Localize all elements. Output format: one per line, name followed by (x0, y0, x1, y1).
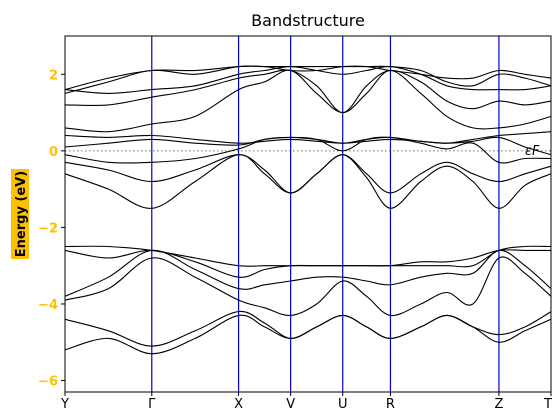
band-line (64, 249, 552, 297)
x-tick-label: U (338, 397, 348, 409)
x-tick-label: Z (494, 397, 503, 409)
y-axis-label-highlight (11, 169, 29, 259)
y-tick-label: −2 (38, 221, 58, 236)
band-line (64, 65, 552, 91)
y-axis-label: Energy (eV) (14, 171, 29, 257)
y-axis-label-group: Energy (eV) (11, 169, 29, 259)
band-lines (64, 65, 552, 355)
x-tick-label: V (286, 397, 295, 409)
fermi-label: εF (525, 144, 540, 159)
x-tick-label: X (234, 397, 243, 409)
x-tick-label: T (543, 397, 552, 409)
band-line (64, 310, 552, 347)
chart-title: Bandstructure (251, 11, 365, 30)
band-line (64, 131, 552, 144)
y-tick-label: −6 (38, 375, 58, 390)
y-tick-label: −4 (38, 298, 58, 313)
y-tick-label: 2 (49, 68, 58, 83)
plot-area-frame (64, 35, 552, 393)
band-line (64, 314, 552, 355)
kpoint-lines (151, 36, 500, 392)
band-line (64, 69, 552, 114)
fermi-level: εF (65, 144, 551, 159)
band-line (64, 245, 552, 268)
x-tick-label: R (386, 397, 395, 409)
x-tick-label: Γ (148, 397, 156, 409)
band-line (64, 65, 552, 94)
y-axis-ticks: 2 0 −2 −4 −6 (38, 68, 65, 390)
y-tick-label: 0 (49, 145, 58, 160)
band-line (64, 256, 552, 316)
band-line (64, 136, 552, 164)
band-line (64, 154, 552, 194)
x-tick-label: Y (60, 397, 69, 409)
